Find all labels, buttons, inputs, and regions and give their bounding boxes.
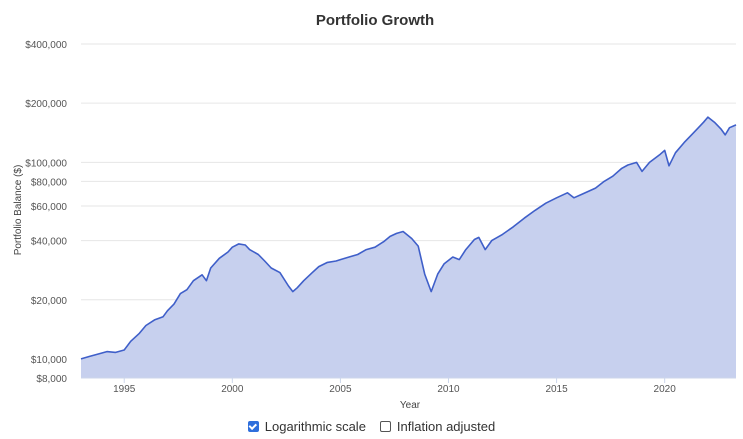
log-scale-checkbox[interactable] <box>247 421 259 432</box>
x-tick-labels: 1995 2000 2005 2010 2015 2020 <box>81 377 736 395</box>
y-axis-label: Portfolio Balance ($) <box>13 165 24 256</box>
log-scale-toggle[interactable]: Logarithmic scale <box>247 419 366 434</box>
x-tick-label: 2005 <box>329 384 352 395</box>
y-tick-label: $60,000 <box>31 202 68 213</box>
chart-title: Portfolio Growth <box>316 12 434 29</box>
y-tick-label: $80,000 <box>31 177 68 188</box>
y-tick-label: $400,000 <box>25 40 67 51</box>
y-tick-label: $200,000 <box>25 99 67 110</box>
x-tick-label: 2020 <box>654 384 677 395</box>
area-fill <box>81 117 736 378</box>
y-tick-label: $10,000 <box>31 355 68 366</box>
inflation-toggle[interactable]: Inflation adjusted <box>379 419 496 434</box>
y-tick-label: $40,000 <box>31 237 68 248</box>
y-tick-label: $100,000 <box>25 158 67 169</box>
x-tick-label: 2000 <box>221 384 244 395</box>
x-tick-label: 2010 <box>437 384 460 395</box>
x-axis-label: Year <box>400 400 421 411</box>
portfolio-growth-chart: Portfolio Growth 1995 2000 2005 2010 2015 202… <box>13 12 737 411</box>
area-layer <box>80 116 737 378</box>
inflation-label[interactable]: Inflation adjusted <box>396 419 496 434</box>
log-scale-label[interactable]: Logarithmic scale <box>264 419 366 434</box>
y-tick-label: $8,000 <box>36 374 67 385</box>
chart-controls: Logarithmic scale Inflation adjusted <box>0 419 743 434</box>
series-line <box>80 116 737 360</box>
x-tick-label: 2015 <box>545 384 568 395</box>
y-tick-label: $20,000 <box>31 296 68 307</box>
inflation-checkbox[interactable] <box>379 421 391 432</box>
x-tick-label: 1995 <box>113 384 136 395</box>
y-tick-labels: $8,000 $10,000 $20,000 $40,000 $60,000 $80,00… <box>25 40 67 385</box>
